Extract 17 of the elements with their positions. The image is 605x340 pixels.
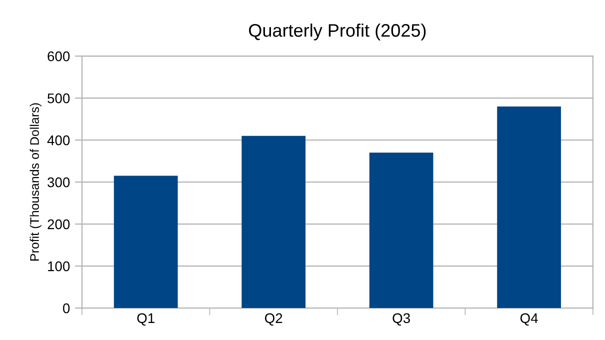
x-tick-label: Q2 [264, 313, 282, 326]
x-tick-label: Q4 [520, 313, 538, 326]
bar [369, 152, 434, 308]
chart-title: Quarterly Profit (2025) [248, 24, 426, 40]
y-tick-label: 200 [48, 219, 70, 230]
bar [242, 136, 306, 308]
y-axis-title: Profit (Thousands of Dollars) [30, 103, 42, 261]
x-tick-label: Q3 [392, 313, 410, 326]
y-tick-label: 100 [48, 261, 70, 272]
y-tick-label: 500 [48, 93, 70, 104]
y-tick-label: 300 [48, 177, 70, 188]
bar [497, 106, 561, 308]
y-tick-label: 400 [47, 135, 70, 146]
y-tick-label: 600 [48, 51, 70, 62]
x-tick-label: Q1 [137, 313, 154, 326]
bar [114, 176, 178, 308]
y-tick-label: 0 [62, 303, 70, 314]
